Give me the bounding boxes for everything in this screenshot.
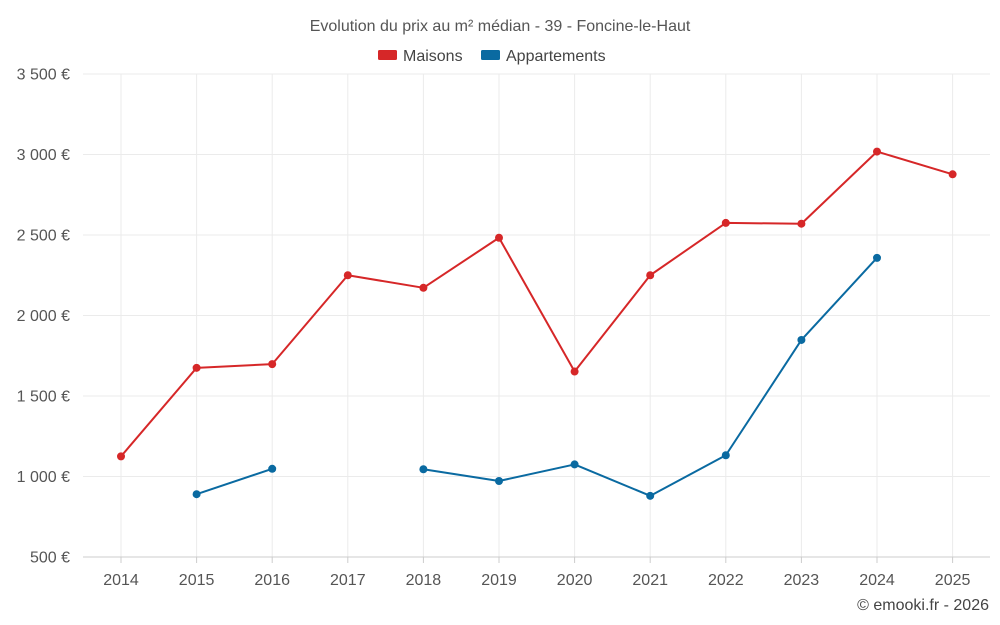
data-point[interactable]	[268, 464, 277, 473]
data-point[interactable]	[495, 477, 503, 486]
x-tick-label: 2025	[935, 572, 971, 589]
x-tick-label: 2018	[406, 572, 442, 589]
y-tick-label: 2 500 €	[17, 228, 70, 245]
data-point[interactable]	[948, 170, 957, 179]
legend-label: Appartements	[506, 48, 606, 65]
x-tick-label: 2020	[557, 572, 593, 589]
legend-label: Maisons	[403, 48, 463, 65]
x-tick-label: 2015	[179, 572, 215, 589]
data-point[interactable]	[570, 367, 579, 376]
data-point[interactable]	[873, 147, 881, 156]
x-tick-label: 2023	[784, 572, 820, 589]
series-appartements	[192, 253, 881, 500]
x-axis-ticks: 2014 2015 2016 2017 2018 2019 2020 2021 2022 2023…	[103, 557, 970, 589]
data-point[interactable]	[646, 271, 655, 280]
x-tick-label: 2024	[859, 572, 895, 589]
data-point[interactable]	[419, 465, 428, 474]
y-tick-label: 2 000 €	[17, 308, 70, 325]
legend-swatch	[481, 50, 500, 60]
data-point[interactable]	[570, 460, 579, 469]
data-point[interactable]	[797, 219, 806, 228]
data-point[interactable]	[343, 271, 352, 280]
data-point[interactable]	[873, 253, 881, 262]
x-tick-label: 2022	[708, 572, 744, 589]
legend: Maisons Appartements	[378, 48, 606, 65]
data-point[interactable]	[117, 452, 125, 461]
y-tick-label: 3 500 €	[17, 67, 70, 84]
credit-text: © emooki.fr - 2026	[857, 597, 989, 614]
data-point[interactable]	[797, 335, 806, 344]
data-point[interactable]	[419, 283, 428, 292]
data-point[interactable]	[192, 490, 201, 499]
x-tick-label: 2017	[330, 572, 366, 589]
horizontal-gridlines	[83, 73, 990, 477]
legend-swatch	[378, 50, 397, 60]
series-line	[120, 150, 953, 458]
data-point[interactable]	[721, 218, 730, 227]
x-tick-label: 2021	[632, 572, 668, 589]
y-axis-ticks: 500 € 1 000 € 1 500 € 2 000 € 2 500 € 3 000 €…	[17, 67, 70, 567]
chart-title: Evolution du prix au m² médian - 39 - Fo…	[310, 18, 691, 35]
legend-item-appartements[interactable]: Appartements	[481, 48, 606, 65]
data-point[interactable]	[268, 360, 277, 369]
data-point[interactable]	[192, 363, 201, 372]
data-point[interactable]	[721, 451, 730, 460]
series-layer	[117, 147, 957, 500]
series-line	[196, 467, 273, 496]
x-tick-label: 2019	[481, 572, 517, 589]
series-maisons	[117, 147, 957, 461]
data-point[interactable]	[495, 233, 503, 242]
data-point[interactable]	[646, 491, 655, 500]
y-tick-label: 1 500 €	[17, 389, 70, 406]
y-tick-label: 1 000 €	[17, 469, 70, 486]
x-tick-label: 2014	[103, 572, 139, 589]
y-tick-label: 500 €	[30, 550, 70, 567]
y-tick-label: 3 000 €	[17, 147, 70, 164]
x-tick-label: 2016	[254, 572, 290, 589]
legend-item-maisons[interactable]: Maisons	[378, 48, 463, 65]
